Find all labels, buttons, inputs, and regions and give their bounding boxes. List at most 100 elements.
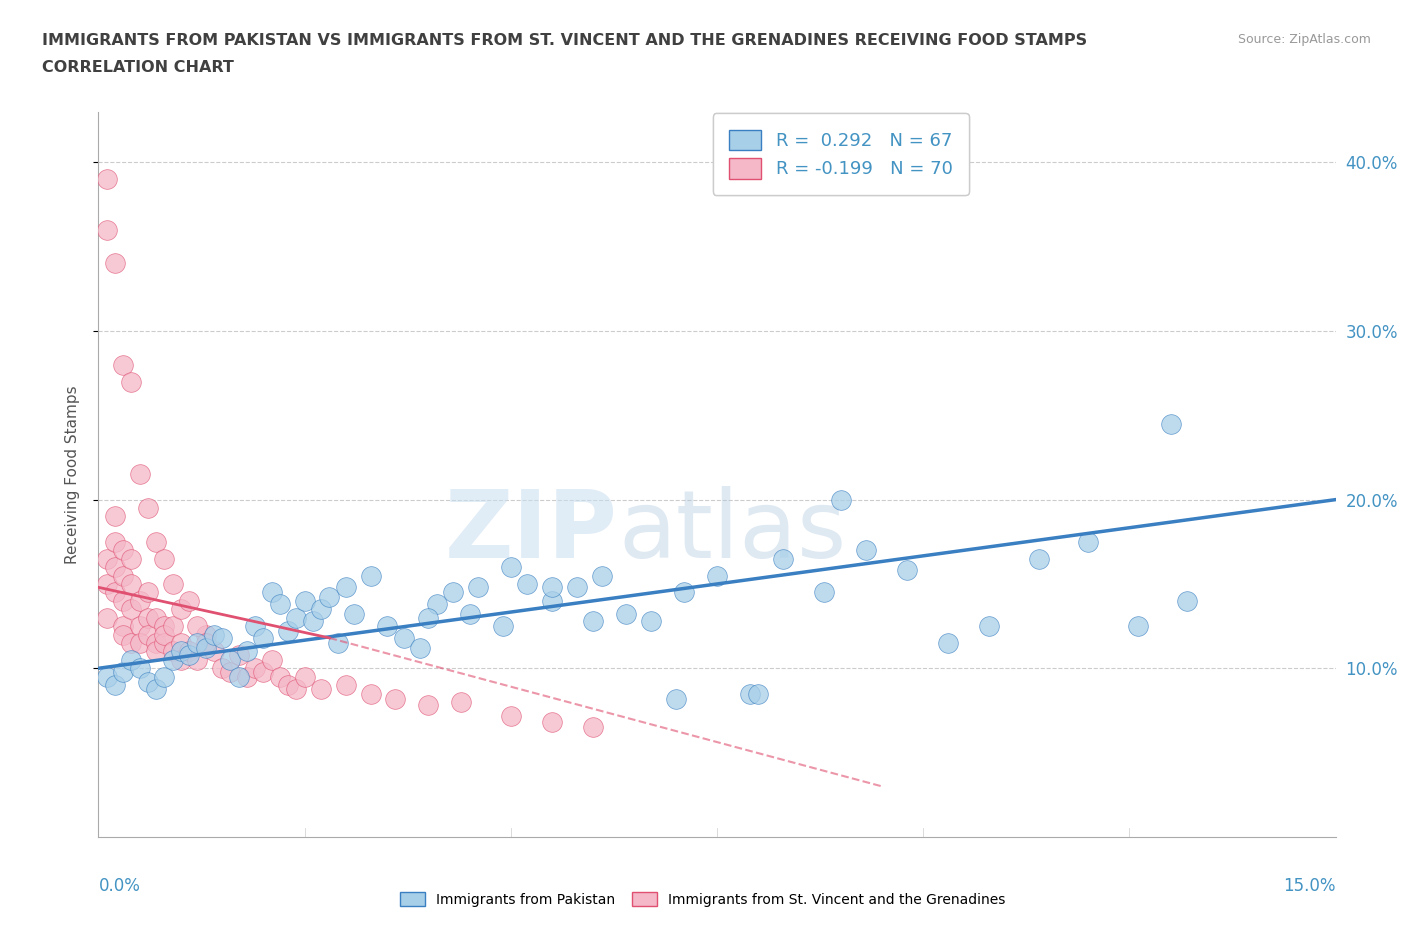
Point <box>186 618 208 633</box>
Point <box>343 607 366 622</box>
Point <box>162 577 184 591</box>
Point <box>153 551 176 566</box>
Point <box>591 568 613 583</box>
Point <box>202 644 225 658</box>
Point <box>813 585 835 600</box>
Point <box>112 618 135 633</box>
Point <box>302 614 325 629</box>
Point <box>120 374 142 389</box>
Point <box>830 492 852 507</box>
Point <box>104 585 127 600</box>
Point <box>145 644 167 658</box>
Point <box>236 644 259 658</box>
Point <box>120 577 142 591</box>
Point <box>516 577 538 591</box>
Point <box>418 698 440 713</box>
Point <box>194 627 217 642</box>
Point <box>541 715 564 730</box>
Y-axis label: Receiving Food Stamps: Receiving Food Stamps <box>65 385 80 564</box>
Point <box>112 357 135 372</box>
Point <box>458 607 481 622</box>
Point <box>1175 593 1198 608</box>
Point <box>136 585 159 600</box>
Point <box>128 635 150 650</box>
Point <box>252 664 274 679</box>
Point <box>565 580 588 595</box>
Point <box>179 644 201 658</box>
Point <box>243 618 266 633</box>
Point <box>375 618 398 633</box>
Point <box>96 670 118 684</box>
Point <box>541 580 564 595</box>
Point <box>640 614 662 629</box>
Point <box>426 597 449 612</box>
Point <box>392 631 415 645</box>
Point <box>499 560 522 575</box>
Point <box>467 580 489 595</box>
Point <box>450 695 472 710</box>
Point <box>179 593 201 608</box>
Point <box>153 618 176 633</box>
Point <box>170 602 193 617</box>
Point <box>153 627 176 642</box>
Text: atlas: atlas <box>619 486 846 578</box>
Point <box>1160 417 1182 432</box>
Text: Source: ZipAtlas.com: Source: ZipAtlas.com <box>1237 33 1371 46</box>
Point <box>326 635 349 650</box>
Point <box>1126 618 1149 633</box>
Point <box>441 585 464 600</box>
Point <box>136 500 159 515</box>
Point <box>665 691 688 706</box>
Point <box>153 670 176 684</box>
Point <box>582 720 605 735</box>
Text: 0.0%: 0.0% <box>98 877 141 895</box>
Point <box>491 618 513 633</box>
Point <box>582 614 605 629</box>
Point <box>128 593 150 608</box>
Point <box>318 590 340 604</box>
Point <box>145 610 167 625</box>
Point <box>128 618 150 633</box>
Point <box>170 635 193 650</box>
Point <box>979 618 1001 633</box>
Point <box>145 635 167 650</box>
Point <box>186 653 208 668</box>
Point <box>219 653 242 668</box>
Point <box>277 678 299 693</box>
Text: IMMIGRANTS FROM PAKISTAN VS IMMIGRANTS FROM ST. VINCENT AND THE GRENADINES RECEI: IMMIGRANTS FROM PAKISTAN VS IMMIGRANTS F… <box>42 33 1087 47</box>
Point <box>738 686 761 701</box>
Point <box>614 607 637 622</box>
Point <box>112 593 135 608</box>
Point <box>96 172 118 187</box>
Point <box>120 602 142 617</box>
Point <box>260 585 283 600</box>
Point <box>128 467 150 482</box>
Point <box>855 543 877 558</box>
Point <box>219 664 242 679</box>
Legend: R =  0.292   N = 67, R = -0.199   N = 70: R = 0.292 N = 67, R = -0.199 N = 70 <box>713 113 969 194</box>
Point <box>128 661 150 676</box>
Point <box>285 610 308 625</box>
Point <box>772 551 794 566</box>
Point <box>104 509 127 524</box>
Point <box>409 641 432 656</box>
Point <box>170 653 193 668</box>
Point <box>673 585 696 600</box>
Point <box>228 647 250 662</box>
Point <box>153 635 176 650</box>
Point <box>136 674 159 689</box>
Point <box>360 686 382 701</box>
Point <box>1077 535 1099 550</box>
Point <box>269 597 291 612</box>
Point <box>186 635 208 650</box>
Point <box>285 681 308 696</box>
Point <box>112 664 135 679</box>
Point <box>136 627 159 642</box>
Point <box>260 653 283 668</box>
Point <box>706 568 728 583</box>
Point <box>96 610 118 625</box>
Point <box>104 535 127 550</box>
Point <box>145 681 167 696</box>
Point <box>277 624 299 639</box>
Point <box>170 644 193 658</box>
